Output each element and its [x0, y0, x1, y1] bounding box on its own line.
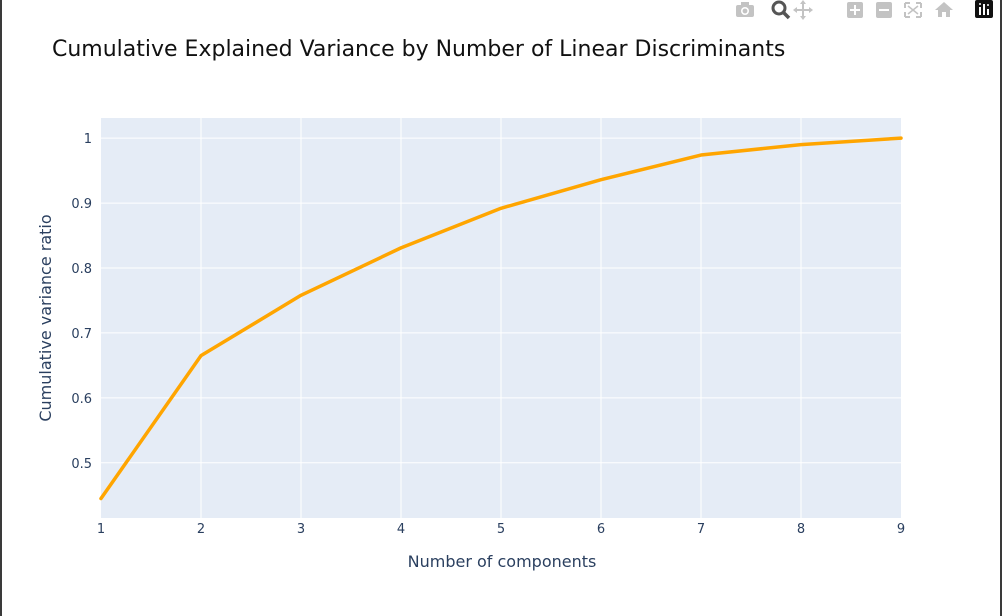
autoscale-icon[interactable]	[902, 0, 924, 20]
zoom-out-icon[interactable]	[873, 0, 895, 20]
y-tick-label: 0.8	[71, 262, 92, 277]
zoom-icon[interactable]	[770, 0, 792, 20]
data-point[interactable]	[99, 497, 103, 501]
data-point[interactable]	[799, 143, 803, 147]
y-tick-label: 0.5	[71, 457, 92, 472]
pan-icon[interactable]	[792, 0, 814, 20]
plotly-logo-icon[interactable]	[975, 0, 993, 18]
data-point[interactable]	[299, 293, 303, 297]
data-point[interactable]	[699, 153, 703, 157]
series-line[interactable]	[99, 136, 903, 501]
x-tick-label: 2	[197, 522, 205, 537]
x-tick-labels: 1 2 3 4 5 6 7 8 9	[97, 522, 905, 537]
y-tick-label: 1	[84, 132, 92, 147]
data-point[interactable]	[899, 136, 903, 140]
x-tick-label: 4	[397, 522, 405, 537]
x-tick-label: 7	[697, 522, 705, 537]
y-tick-label: 0.7	[71, 327, 92, 342]
y-tick-label: 0.6	[71, 392, 92, 407]
zoom-in-icon[interactable]	[844, 0, 866, 20]
window-left-border	[0, 0, 2, 616]
x-axis-title: Number of components	[408, 552, 597, 571]
series-group	[99, 136, 903, 501]
y-axis-title: Cumulative variance ratio	[36, 214, 55, 421]
data-point[interactable]	[499, 206, 503, 210]
window-right-border	[1000, 0, 1002, 616]
y-tick-labels: 0.5 0.6 0.7 0.8 0.9 1	[71, 132, 92, 472]
x-gridlines	[200, 118, 802, 518]
x-tick-label: 6	[597, 522, 605, 537]
y-tick-label: 0.9	[71, 197, 92, 212]
home-icon[interactable]	[933, 0, 955, 20]
data-point[interactable]	[399, 246, 403, 250]
camera-icon[interactable]	[734, 0, 756, 20]
data-point[interactable]	[599, 178, 603, 182]
x-tick-label: 8	[797, 522, 805, 537]
x-tick-label: 1	[97, 522, 105, 537]
x-tick-label: 9	[897, 522, 905, 537]
x-tick-label: 5	[497, 522, 505, 537]
y-gridlines	[101, 137, 901, 464]
x-tick-label: 3	[297, 522, 305, 537]
chart-title: Cumulative Explained Variance by Number …	[52, 37, 785, 62]
data-point[interactable]	[199, 354, 203, 358]
